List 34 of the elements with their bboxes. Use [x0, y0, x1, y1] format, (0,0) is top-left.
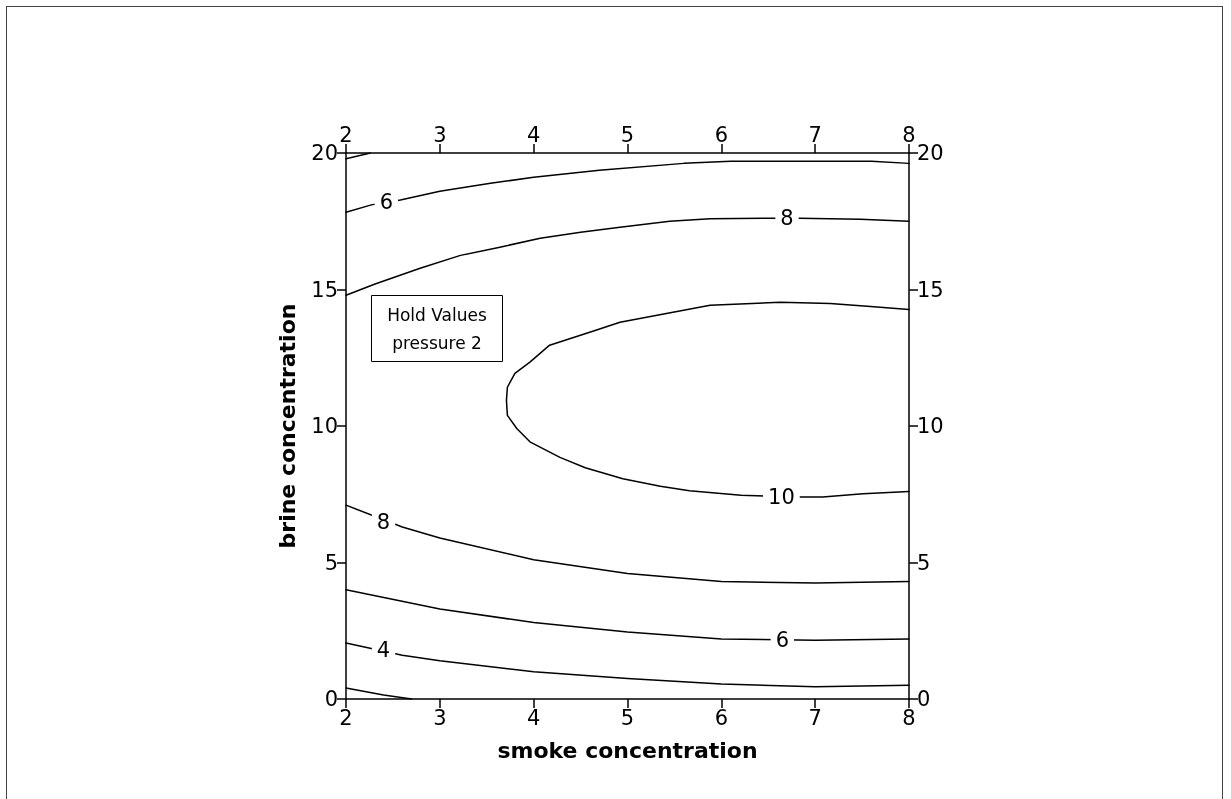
annotation: 4 [376, 637, 391, 662]
x-tick-label: 5 [620, 705, 635, 730]
x-tick-label: 7 [808, 705, 822, 730]
x2-tick-label: 5 [620, 122, 635, 147]
y-axis-title: brine concentration [274, 303, 300, 549]
x-tick-label: 6 [714, 705, 729, 730]
annotation: 8 [376, 509, 391, 534]
annotation: Hold Values [387, 304, 487, 325]
x2-tick-label: 3 [433, 122, 447, 147]
y-tick-label: 10 [311, 414, 338, 438]
annotation: pressure 2 [392, 332, 482, 353]
x2-tick-label: 7 [808, 122, 822, 147]
x2-tick-label: 6 [714, 122, 729, 147]
y2-tick-label: 20 [917, 141, 944, 165]
y2-tick-label: 5 [917, 550, 931, 575]
y-tick-label: 0 [324, 687, 338, 711]
x2-tick-label: 4 [526, 122, 541, 147]
x-axis-title: smoke concentration [497, 737, 758, 763]
y-tick-label: 5 [324, 550, 338, 575]
y-tick-label: 15 [311, 277, 338, 302]
y2-tick-label: 0 [917, 687, 931, 711]
annotation: 6 [775, 628, 790, 653]
x2-tick-label: 2 [339, 122, 353, 147]
x-tick-label: 2 [339, 705, 353, 730]
y2-tick-label: 15 [917, 277, 944, 302]
x-tick-label: 3 [433, 705, 447, 730]
annotation: 10 [768, 484, 795, 509]
x-tick-label: 4 [526, 705, 541, 730]
x2-tick-label: 8 [902, 122, 916, 147]
y-tick-label: 20 [311, 141, 338, 165]
annotation: 6 [379, 190, 394, 215]
x-tick-label: 8 [902, 705, 916, 730]
y2-tick-label: 10 [917, 414, 944, 438]
annotation: 8 [780, 206, 794, 231]
